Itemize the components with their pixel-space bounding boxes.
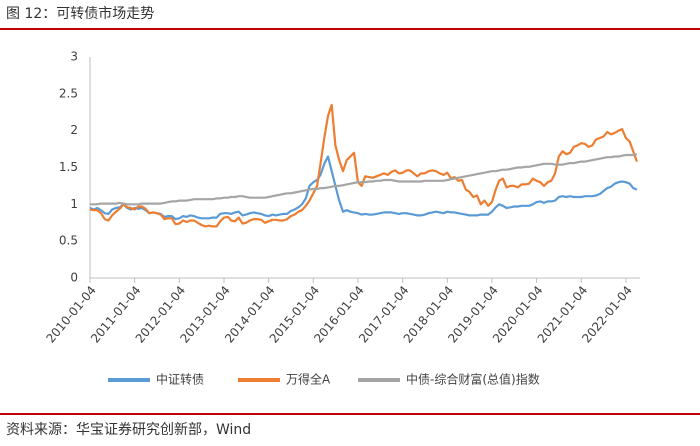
y-tick-label: 3: [70, 50, 78, 64]
legend-label: 中证转债: [156, 372, 204, 387]
figure-title: 图 12：可转债市场走势: [6, 5, 154, 22]
y-tick-label: 0.5: [59, 234, 78, 248]
legend-label: 万得全A: [286, 372, 331, 387]
source-note: 资料来源：华宝证券研究创新部，Wind: [6, 422, 251, 438]
series-line: [90, 153, 638, 206]
y-tick-label: 1.5: [59, 160, 78, 174]
series-line: [89, 155, 638, 221]
y-tick-label: 2.5: [59, 86, 78, 100]
legend-label: 中债-综合财富(总值)指数: [406, 372, 540, 387]
y-tick-label: 1: [70, 197, 78, 211]
y-tick-label: 2: [70, 123, 78, 137]
y-tick-label: 0: [70, 271, 78, 285]
